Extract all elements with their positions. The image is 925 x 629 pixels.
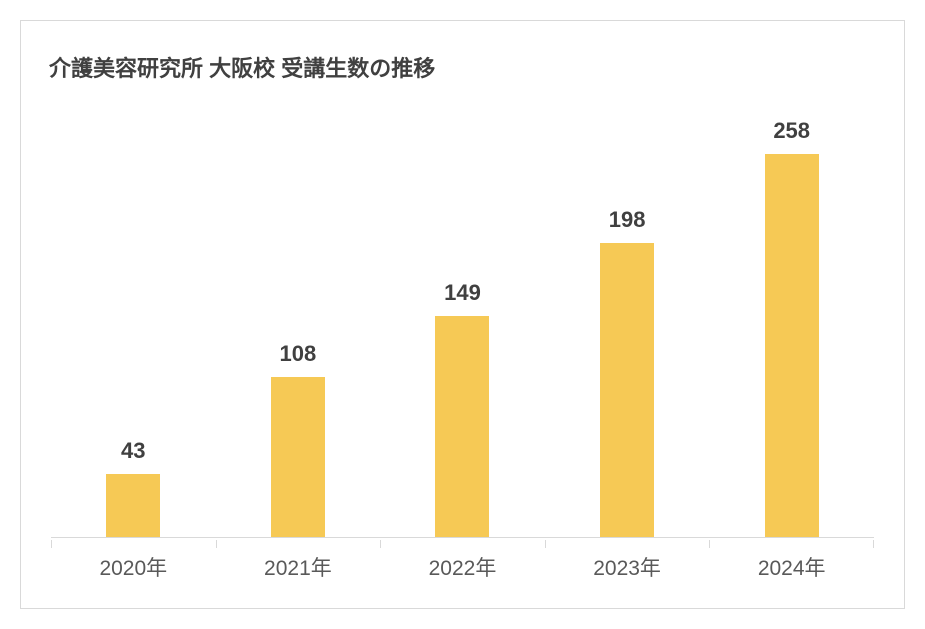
bar-slot: 258 bbox=[709, 121, 874, 538]
bar-value-label: 43 bbox=[51, 438, 216, 464]
bar-value-label: 149 bbox=[380, 280, 545, 306]
x-tick-mark bbox=[709, 540, 710, 548]
bar-slot: 149 bbox=[380, 121, 545, 538]
bar bbox=[106, 474, 160, 538]
bar bbox=[435, 316, 489, 538]
bar-slot: 198 bbox=[545, 121, 710, 538]
bar-value-label: 258 bbox=[709, 118, 874, 144]
x-tick-label: 2020年 bbox=[51, 552, 216, 582]
x-tick-label: 2022年 bbox=[380, 552, 545, 582]
x-tick-label: 2024年 bbox=[709, 552, 874, 582]
x-axis: 2020年2021年2022年2023年2024年 bbox=[51, 540, 874, 590]
x-tick-mark bbox=[51, 540, 52, 548]
bar-slot: 43 bbox=[51, 121, 216, 538]
x-tick-mark bbox=[216, 540, 217, 548]
bar-slot: 108 bbox=[216, 121, 381, 538]
x-tick-label: 2021年 bbox=[216, 552, 381, 582]
chart-title: 介護美容研究所 大阪校 受講生数の推移 bbox=[49, 51, 435, 83]
bar bbox=[600, 243, 654, 538]
plot-area: 43 108 149 198 258 bbox=[51, 121, 874, 538]
x-tick-slot: 2022年 bbox=[380, 540, 545, 590]
bars-container: 43 108 149 198 258 bbox=[51, 121, 874, 538]
bar-value-label: 198 bbox=[545, 207, 710, 233]
x-tick-mark bbox=[380, 540, 381, 548]
x-tick-slot: 2024年 bbox=[709, 540, 874, 590]
x-tick-slot: 2023年 bbox=[545, 540, 710, 590]
x-tick-label: 2023年 bbox=[545, 552, 710, 582]
x-tick-slot: 2020年 bbox=[51, 540, 216, 590]
x-tick-mark bbox=[873, 540, 874, 548]
chart-frame: 介護美容研究所 大阪校 受講生数の推移 43 108 149 198 258 2020年… bbox=[20, 20, 905, 609]
bar bbox=[271, 377, 325, 538]
x-tick-slot: 2021年 bbox=[216, 540, 381, 590]
x-axis-baseline bbox=[51, 537, 874, 538]
x-tick-mark bbox=[545, 540, 546, 548]
bar-value-label: 108 bbox=[216, 341, 381, 367]
bar bbox=[765, 154, 819, 538]
